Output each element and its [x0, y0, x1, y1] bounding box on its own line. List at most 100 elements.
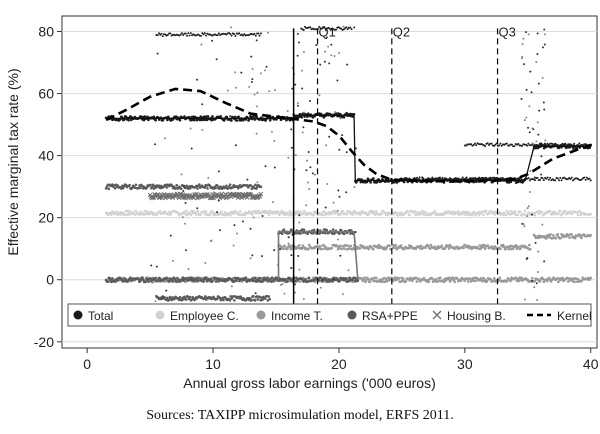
y-tick-label: 0: [46, 272, 54, 288]
data-point: [529, 190, 532, 193]
data-point: [570, 176, 573, 179]
data-point: [287, 213, 291, 217]
data-point: [301, 131, 304, 134]
series-housing-b-: [147, 191, 264, 201]
data-point: [187, 32, 190, 35]
legend-dot-icon: [73, 310, 83, 320]
data-point: [419, 244, 423, 248]
data-point: [523, 225, 526, 228]
data-point: [536, 121, 539, 124]
data-point: [154, 186, 158, 189]
data-point: [196, 210, 200, 213]
data-point: [238, 210, 242, 213]
data-point: [266, 276, 269, 279]
data-point: [244, 276, 248, 279]
data-point: [190, 298, 194, 301]
data-point: [549, 233, 552, 236]
data-point: [420, 212, 423, 216]
data-point: [504, 213, 508, 217]
data-point: [142, 118, 146, 122]
data-point: [513, 145, 516, 148]
data-point: [484, 145, 487, 148]
data-point: [145, 186, 149, 189]
data-point: [388, 244, 391, 248]
data-point: [160, 32, 163, 35]
data-point: [345, 111, 349, 115]
data-point: [169, 32, 172, 35]
kernel-line: [105, 87, 592, 183]
data-point: [234, 279, 238, 282]
data-point: [335, 28, 338, 31]
data-point: [343, 247, 346, 251]
data-point: [520, 57, 523, 60]
data-point: [490, 142, 493, 145]
data-point: [113, 212, 117, 216]
data-point: [573, 280, 576, 284]
data-point: [367, 247, 371, 251]
data-point: [169, 234, 172, 237]
data-point: [428, 247, 432, 250]
data-point: [443, 177, 446, 180]
data-point: [531, 143, 534, 146]
data-point: [304, 25, 307, 28]
legend-dot-icon: [155, 310, 165, 320]
data-point: [482, 246, 485, 249]
data-point: [475, 180, 478, 184]
data-point: [110, 213, 113, 217]
data-point: [561, 276, 565, 280]
data-point: [294, 280, 297, 283]
data-point: [397, 276, 401, 280]
data-point: [263, 297, 267, 300]
data-point: [296, 104, 299, 107]
data-point: [540, 210, 544, 214]
data-point: [208, 213, 211, 217]
data-point: [324, 50, 327, 53]
data-point: [234, 144, 237, 147]
data-point: [542, 179, 545, 182]
data-point: [198, 118, 202, 122]
data-point: [485, 279, 489, 283]
data-point: [287, 236, 290, 239]
data-point: [541, 177, 544, 180]
data-point: [255, 115, 258, 118]
data-point: [256, 181, 259, 184]
data-point: [533, 279, 537, 283]
data-point: [290, 278, 294, 281]
data-point: [399, 244, 403, 247]
data-point: [421, 176, 424, 179]
data-point: [342, 245, 345, 248]
legend-label: Housing B.: [447, 309, 506, 323]
data-point: [338, 148, 341, 151]
data-point: [169, 212, 173, 216]
data-point: [264, 69, 267, 72]
series-employee-c-: [104, 209, 593, 217]
data-point: [498, 276, 502, 279]
data-point: [215, 58, 218, 61]
data-point: [477, 213, 481, 217]
data-point: [111, 277, 114, 280]
data-point: [166, 277, 169, 280]
data-point: [283, 244, 287, 248]
data-point: [248, 296, 252, 300]
data-point: [150, 211, 154, 214]
data-point: [589, 276, 593, 280]
data-point: [500, 144, 503, 147]
legend-item: Income T.: [256, 309, 323, 323]
data-point: [533, 286, 536, 289]
data-point: [222, 298, 225, 302]
data-point: [461, 176, 464, 179]
data-point: [233, 299, 236, 302]
data-point: [422, 213, 426, 216]
data-point: [430, 178, 433, 181]
data-point: [256, 91, 259, 94]
data-point: [526, 257, 529, 260]
data-point: [490, 210, 493, 213]
data-point: [219, 229, 222, 232]
data-point: [341, 209, 345, 213]
data-point: [201, 278, 204, 281]
data-point: [250, 80, 253, 83]
data-point: [336, 79, 339, 82]
data-point: [328, 135, 331, 138]
data-point: [217, 32, 220, 35]
data-point: [294, 291, 297, 294]
